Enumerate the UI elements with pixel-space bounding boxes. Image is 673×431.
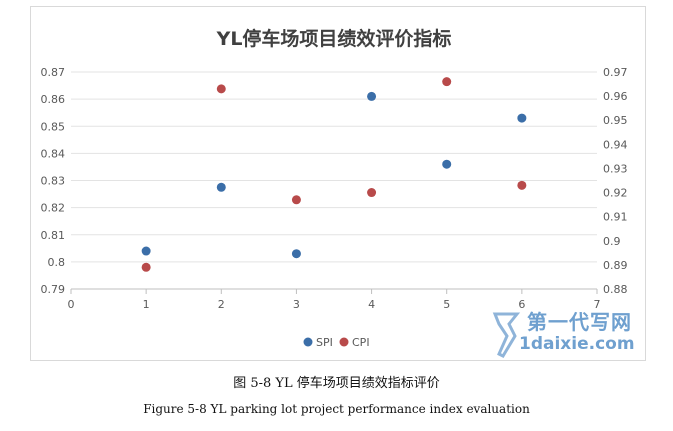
data-point-cpi <box>141 262 151 272</box>
legend-marker-cpi <box>339 337 349 347</box>
data-point-spi <box>216 182 226 192</box>
right-y-tick-label: 0.9 <box>603 235 621 248</box>
gridlines <box>71 71 597 290</box>
left-y-tick-label: 0.86 <box>41 93 66 106</box>
data-point-spi <box>442 159 452 169</box>
x-tick-label: 5 <box>443 298 450 311</box>
x-tick-label: 1 <box>143 298 150 311</box>
data-point-cpi <box>291 195 301 205</box>
left-y-tick-label: 0.82 <box>41 202 66 215</box>
right-y-tick-label: 0.89 <box>603 259 628 272</box>
legend-label-cpi: CPI <box>352 336 370 349</box>
right-y-tick-label: 0.94 <box>603 138 628 151</box>
x-tick-label: 7 <box>594 298 601 311</box>
figure-caption-english: Figure 5-8 YL parking lot project perfor… <box>143 402 530 416</box>
chart-title: YL停车场项目绩效评价指标 <box>216 27 452 50</box>
x-tick-label: 3 <box>293 298 300 311</box>
data-point-cpi <box>367 188 377 198</box>
data-point-cpi <box>216 84 226 94</box>
x-tick-label: 6 <box>518 298 525 311</box>
scatter-chart: YL停车场项目绩效评价指标 0.79 0.8 0.81 0.82 0.83 0.84 0.8… <box>41 27 628 349</box>
data-point-spi <box>141 246 151 256</box>
left-y-tick-label: 0.79 <box>41 283 66 296</box>
chart-frame: YL停车场项目绩效评价指标 0.79 0.8 0.81 0.82 0.83 0.84 0.8… <box>30 6 646 361</box>
right-y-tick-label: 0.91 <box>603 211 628 224</box>
data-point-spi <box>291 249 301 259</box>
legend-marker-spi <box>303 337 313 347</box>
watermark: 第一代写网 1daixie.com <box>487 304 667 364</box>
left-y-tick-label: 0.85 <box>41 120 66 133</box>
data-points <box>141 77 527 272</box>
data-point-spi <box>367 91 377 101</box>
right-y-tick-label: 0.97 <box>603 66 628 79</box>
x-tick-label: 4 <box>368 298 375 311</box>
right-y-tick-label: 0.93 <box>603 162 628 175</box>
x-tick-label: 0 <box>68 298 75 311</box>
right-y-tick-label: 0.88 <box>603 283 628 296</box>
x-axis: 0 1 2 3 4 5 6 7 <box>68 289 601 311</box>
right-y-axis: 0.88 0.89 0.9 0.91 0.92 0.93 0.94 0.95 0.96 0.97 <box>603 66 628 296</box>
legend: SPI CPI <box>303 336 370 349</box>
figure-caption-chinese: 图 5-8 YL 停车场项目绩效指标评价 <box>233 376 440 391</box>
right-y-tick-label: 0.96 <box>603 90 628 103</box>
watermark-logo-icon <box>492 312 521 358</box>
watermark-text-url: 1daixie.com <box>519 334 635 354</box>
x-tick-label: 2 <box>218 298 225 311</box>
left-y-axis: 0.79 0.8 0.81 0.82 0.83 0.84 0.85 0.86 0.87 <box>41 66 66 296</box>
watermark-text-chinese: 第一代写网 <box>527 310 632 334</box>
data-point-spi <box>517 113 527 123</box>
data-point-cpi <box>517 180 527 190</box>
data-point-cpi <box>442 77 452 87</box>
left-y-tick-label: 0.87 <box>41 66 66 79</box>
left-y-tick-label: 0.8 <box>48 256 66 269</box>
left-y-tick-label: 0.84 <box>41 147 66 160</box>
left-y-tick-label: 0.83 <box>41 175 66 188</box>
left-y-tick-label: 0.81 <box>41 229 66 242</box>
right-y-tick-label: 0.92 <box>603 187 628 200</box>
legend-label-spi: SPI <box>316 336 333 349</box>
right-y-tick-label: 0.95 <box>603 114 628 127</box>
